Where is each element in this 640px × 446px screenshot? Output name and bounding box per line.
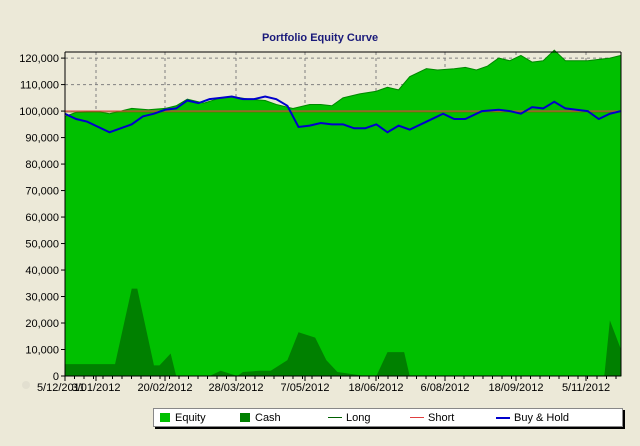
x-tick-label: 7/05/2012	[281, 382, 330, 394]
long-line-icon	[328, 417, 342, 418]
y-tick-label: 100,000	[19, 106, 59, 118]
cash-swatch-icon	[240, 413, 250, 422]
x-tick-label: 5/12/2011	[37, 382, 85, 394]
y-tick-label: 40,000	[25, 265, 59, 277]
y-tick-label: 30,000	[25, 292, 59, 304]
legend-item-buy-hold: Buy & Hold	[496, 412, 569, 424]
buy-hold-line	[64, 95, 622, 134]
x-tick-label: 5/11/2012	[562, 382, 610, 394]
y-tick-label: 80,000	[25, 159, 59, 171]
legend-item-cash: Cash	[240, 412, 322, 424]
legend-item-short: Short	[410, 412, 490, 424]
x-tick-label: 28/03/2012	[208, 382, 263, 394]
chart-title: Portfolio Equity Curve	[261, 32, 379, 44]
x-tick-label: 18/06/2012	[348, 382, 403, 394]
short-line-icon	[410, 417, 424, 418]
y-tick-label: 110,000	[20, 80, 59, 92]
y-tick-label: 90,000	[25, 133, 59, 145]
y-tick-label: 20,000	[25, 318, 59, 330]
equity-swatch-icon	[160, 413, 170, 422]
buy-hold-line-icon	[496, 416, 510, 419]
cash-area	[65, 288, 621, 376]
x-tick-label: 6/08/2012	[421, 382, 470, 394]
y-tick-label: 60,000	[25, 212, 59, 224]
legend-label: Buy & Hold	[514, 411, 570, 424]
y-tick-label: 70,000	[25, 186, 59, 198]
y-tick-label: 120,000	[19, 53, 59, 65]
equity-area	[64, 49, 622, 377]
y-tick-label: 10,000	[25, 345, 59, 357]
y-tick-label: 50,000	[25, 239, 59, 251]
legend-item-long: Long	[328, 412, 404, 424]
legend-label: Equity	[175, 411, 206, 424]
x-tick-label: 3/01/2012	[72, 382, 121, 394]
faded-marker	[22, 381, 30, 389]
legend-item-equity: Equity	[160, 412, 234, 424]
chart-legend: Equity Cash Long Short Buy & Hold	[153, 408, 623, 427]
legend-label: Short	[428, 411, 455, 424]
y-tick-label: 0	[53, 371, 59, 383]
x-tick-label: 20/02/2012	[137, 382, 192, 394]
legend-label: Cash	[255, 411, 281, 424]
legend-label: Long	[346, 411, 371, 424]
x-tick-label: 18/09/2012	[488, 382, 543, 394]
